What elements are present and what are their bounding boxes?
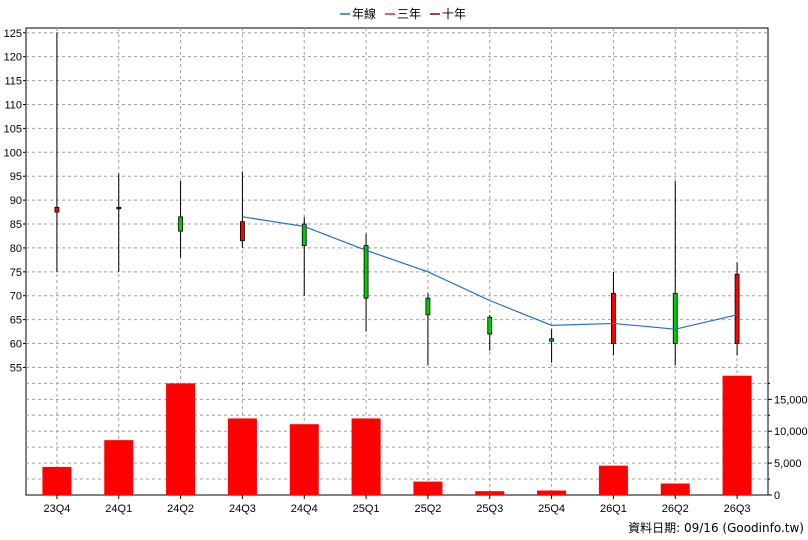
legend-item: 十年 — [430, 7, 466, 21]
category-tick-label: 26Q1 — [600, 503, 627, 515]
candle-body — [301, 223, 307, 246]
volume-bar — [289, 424, 319, 495]
price-tick-label: 85 — [10, 219, 22, 231]
volume-bar — [351, 418, 381, 495]
axes: 55 60 65 70 75 80 85 90 95 100 105 110 115 120 125 0 5,0… — [4, 28, 808, 515]
volume-bar — [104, 440, 134, 495]
category-tick-label: 26Q2 — [662, 503, 689, 515]
candle-body — [611, 292, 616, 344]
price-tick-label: 95 — [10, 171, 22, 183]
price-tick-label: 125 — [4, 28, 22, 40]
price-tick-label: 55 — [10, 362, 22, 374]
category-tick-label: 26Q3 — [724, 503, 751, 515]
price-tick-label: 90 — [10, 195, 22, 207]
candle-body — [672, 292, 678, 344]
legend-item: 年線 — [340, 6, 376, 21]
volume-bar — [166, 383, 196, 495]
candle-body — [54, 206, 60, 213]
category-tick-label: 25Q1 — [353, 503, 380, 515]
volume-bars — [42, 375, 752, 495]
price-tick-label: 115 — [4, 76, 22, 88]
category-tick-label: 24Q2 — [167, 503, 194, 515]
price-tick-label: 70 — [10, 291, 22, 303]
volume-tick-label: 15,000 — [774, 394, 808, 406]
volume-bar — [227, 418, 257, 495]
price-tick-label: 120 — [4, 52, 22, 64]
candle-body — [549, 338, 554, 342]
volume-bar — [722, 375, 752, 495]
candle — [116, 173, 122, 272]
candle — [178, 180, 183, 258]
candle — [549, 329, 554, 363]
volume-bar — [660, 483, 690, 495]
category-tick-label: 24Q3 — [229, 503, 256, 515]
price-tick-label: 75 — [10, 267, 22, 279]
category-tick-label: 24Q1 — [105, 503, 132, 515]
price-tick-label: 60 — [10, 339, 22, 351]
volume-bar — [537, 490, 567, 495]
category-tick-label: 25Q3 — [476, 503, 503, 515]
candle — [611, 271, 616, 356]
volume-tick-label: 10,000 — [774, 426, 808, 438]
category-tick-label: 23Q4 — [43, 503, 70, 515]
legend-item: 三年 — [385, 7, 421, 21]
candle-body — [240, 221, 245, 242]
grid — [25, 27, 769, 496]
legend-label: 十年 — [442, 7, 466, 21]
legend-label: 三年 — [397, 7, 421, 21]
candle-body — [734, 273, 740, 344]
category-tick-label: 25Q4 — [538, 503, 565, 515]
candle-body — [487, 316, 493, 335]
candles — [54, 32, 740, 366]
volume-bar — [475, 491, 505, 495]
data-date-footer: 資料日期: 09/16 (Goodinfo.tw) — [628, 521, 804, 535]
candle — [734, 262, 740, 356]
candle-body — [116, 206, 122, 210]
price-tick-label: 105 — [4, 123, 22, 135]
category-tick-label: 24Q4 — [291, 503, 318, 515]
candle — [301, 216, 307, 296]
price-tick-label: 80 — [10, 243, 22, 255]
candle — [425, 293, 431, 366]
volume-bar — [42, 466, 72, 495]
annual-line-series — [242, 216, 738, 330]
price-tick-label: 65 — [10, 315, 22, 327]
candle — [487, 314, 493, 351]
candle — [672, 180, 678, 366]
candle-body — [425, 297, 431, 316]
volume-bar — [413, 481, 443, 495]
category-tick-label: 25Q2 — [414, 503, 441, 515]
candle-body — [178, 216, 183, 232]
annual-line — [242, 216, 738, 330]
price-tick-label: 100 — [4, 147, 22, 159]
candle — [54, 32, 60, 272]
candle — [240, 171, 245, 248]
legend: 年線 三年 十年 — [340, 6, 466, 21]
legend-label: 年線 — [352, 6, 376, 21]
volume-bar — [598, 465, 628, 495]
price-tick-label: 110 — [4, 99, 22, 111]
volume-tick-label: 5,000 — [774, 458, 802, 470]
candle-body — [363, 245, 369, 299]
volume-tick-label: 0 — [774, 490, 780, 502]
